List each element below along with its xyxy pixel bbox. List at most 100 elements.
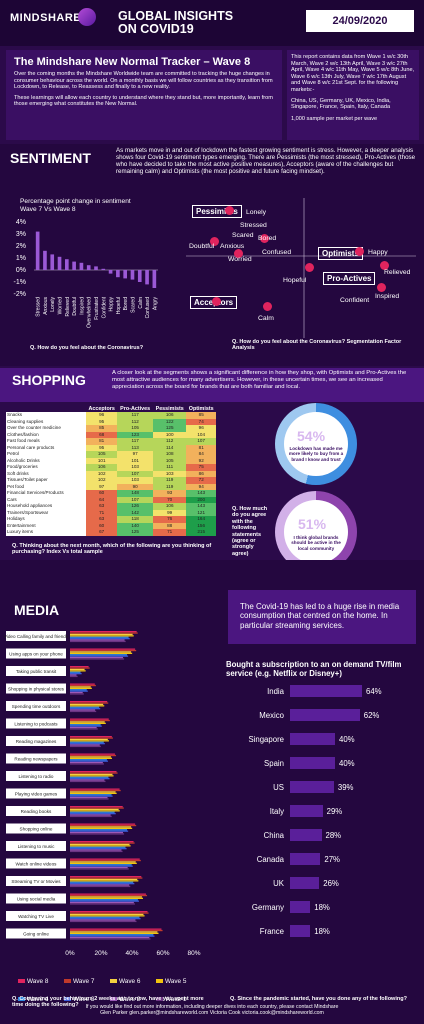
legend-item: Wave 4 [18,996,64,1003]
donut-1-text: Lockdown has made me more likely to buy … [288,446,344,462]
index-cell: 99 [152,509,187,516]
dot-worried [234,249,243,258]
wave-bar [70,721,105,723]
index-cell: 123 [117,431,153,438]
legend-item: Wave 3 [64,996,110,1003]
table-header-optimists: Optimists [188,406,214,412]
row-label: Clothes/fashion [6,431,86,438]
subscription-value: 18% [314,903,330,912]
index-cell: 68 [86,431,118,438]
legend-item: Wave 7 [64,978,110,985]
wave-bar [70,824,137,827]
logo-icon [78,8,96,26]
wave-bar [70,864,132,866]
wave-bar [70,689,87,691]
donut-2-value: 51% [298,516,327,532]
subscription-row: Singapore 40% [226,732,416,756]
row-label: Financial Services/Products [6,490,86,497]
subscription-value: 29% [326,807,343,816]
table-row: Soft drinks 102 107 103 86 [6,470,216,477]
footer-contacts[interactable]: Glen Parker glen.parker@mindshareworld.c… [100,1010,324,1017]
table-row: Alcoholic Drinks 101 101 105 92 [6,457,216,464]
activity-label-box [6,666,66,676]
wave-bar [70,813,116,815]
index-cell: 106 [86,464,118,471]
table-row: Fast food meals 81 117 112 107 [6,438,216,445]
activity-label-box [6,736,66,746]
legend-item: Wave 1 [156,996,202,1003]
subscription-row: Spain 40% [226,756,416,780]
row-label: Cleaning supplies [6,418,86,425]
sentiment-question: Q. How do you feel about the Coronavirus… [30,345,144,351]
wave-bar [70,881,134,883]
index-cell: 107 [117,496,153,503]
donut-2-inner [284,500,348,564]
index-cell: 121 [186,509,216,516]
wave-bar [70,772,118,774]
wave-bar [70,845,131,847]
wave-bar [70,876,142,878]
row-label: Snacks [6,412,86,419]
activity-label: Going online [23,932,49,937]
activity-label-box [6,823,66,834]
wave-bar [70,780,106,783]
wave-bar [70,815,112,818]
index-cell: 117 [117,412,153,419]
row-label: Trainers/Sportswear [6,509,86,516]
index-cell: 101 [86,457,118,464]
table-row: Over the counter medicine 85 105 125 96 [6,425,216,432]
activity-label-box [6,648,66,659]
wave-bar [70,788,120,790]
y-tick-label: -2% [14,291,26,298]
activity-label-box [6,841,66,851]
wave-bar [70,674,77,676]
subscription-row: UK 26% [226,876,416,900]
y-tick-label: 2% [16,243,26,250]
index-cell: 60 [86,490,118,497]
x-tick-label: Bored [123,297,129,311]
word-stressed: Stressed [240,222,267,229]
wave-bar [70,913,144,916]
wave-bar [70,756,111,758]
country-label: Germany [251,903,284,912]
wave-bar [70,693,84,695]
index-cell: 215 [186,529,216,536]
row-label: Food/groceries [6,464,86,471]
wave-bar [70,667,90,669]
media-legend: Wave 8 Wave 7 Wave 6 Wave 5 Wave 4 Wave 3 Wave… [18,970,208,1006]
index-cell: 142 [117,509,153,516]
index-cell: 84 [186,451,216,458]
wave-bar [70,761,103,764]
subscription-value: 28% [325,831,342,840]
country-label: Mexico [259,711,284,720]
row-label: Pet food [6,483,86,490]
wave-bar [70,823,136,825]
wave-bar [70,928,162,930]
wave-bar [70,798,109,800]
media-question-right: Q. Since the pandemic started, have you … [230,996,407,1002]
row-label: Tissues/Toilet paper [6,477,86,484]
word-bored: Bored [258,235,277,242]
table-row: Food/groceries 106 103 111 75 [6,464,216,471]
table-row: Snacks 96 117 106 85 [6,412,216,419]
wave-bar [70,919,136,921]
country-label: India [267,687,284,696]
sentiment-title: SENTIMENT [10,150,91,166]
x-tick-label: Hopeful [116,297,122,314]
wave-bar [70,726,97,729]
wave-bar [70,827,133,829]
wave-bar [70,806,123,808]
activity-label-box [6,806,66,816]
segmentation-question: Q. How do you feel about the Coronavirus… [232,339,402,352]
table-row: Petrol 105 97 108 84 [6,451,216,458]
wave-bar [70,849,122,851]
wave-bar [70,686,91,688]
legend-label: Wave 4 [27,996,49,1003]
index-cell: 143 [186,503,216,510]
table-header-pessimists: Pessimists [155,406,184,412]
index-cell: 105 [86,451,118,458]
wave-bar [70,705,105,707]
index-cell: 75 [186,464,216,471]
index-cell: 85 [86,425,118,432]
legend-label: Wave 6 [119,978,141,985]
